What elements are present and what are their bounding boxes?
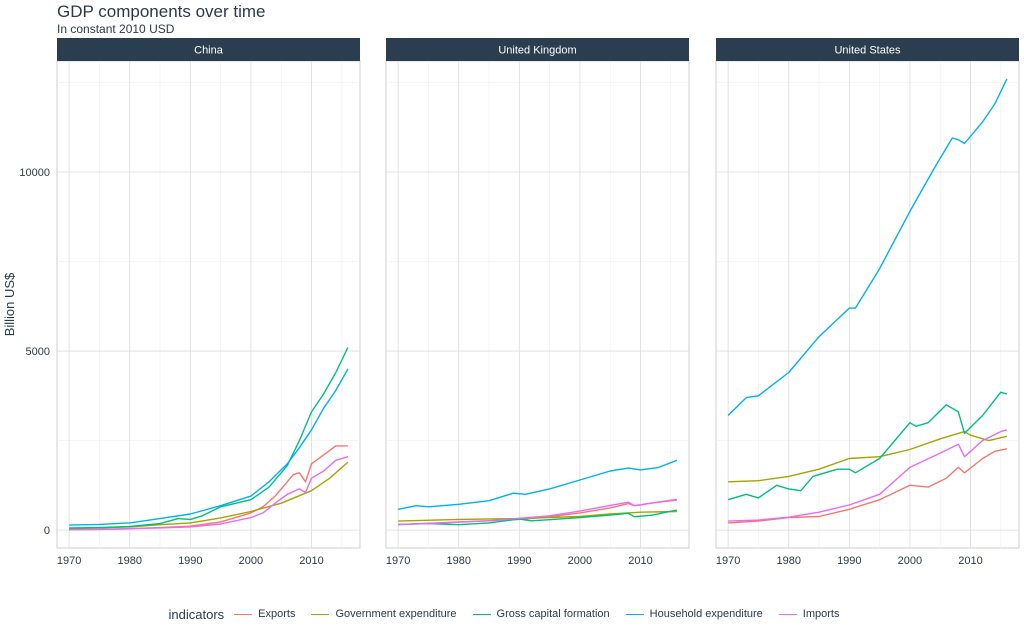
legend-label-government-expenditure: Government expenditure xyxy=(335,608,457,620)
x-tick-label: 2010 xyxy=(299,555,323,567)
legend-label-household-expenditure: Household expenditure xyxy=(649,608,763,620)
legend-swatch-household-expenditure xyxy=(625,613,644,615)
series-line-household-expenditure xyxy=(397,459,678,510)
legend-item-exports: Exports xyxy=(234,608,295,620)
y-tick-label: 5000 xyxy=(26,346,50,358)
series-line-imports xyxy=(398,499,677,526)
legend-item-imports: Imports xyxy=(778,608,840,620)
chart-subtitle: In constant 2010 USD xyxy=(57,22,175,36)
facet-strip xyxy=(716,38,1019,61)
facet-strip-label: United States xyxy=(834,45,901,57)
legend-title: indicators xyxy=(168,606,225,622)
series-line-household-expenditure xyxy=(727,78,1008,416)
series-line-government-expenditure xyxy=(398,510,677,522)
legend-swatch-gross-capital-formation xyxy=(472,613,491,615)
legend-item-gross-capital-formation: Gross capital formation xyxy=(472,608,610,620)
x-tick-label: 1980 xyxy=(117,555,141,567)
facet-strip-label: United Kingdom xyxy=(498,45,576,57)
facet-strip xyxy=(57,38,360,61)
panel-border xyxy=(56,60,361,549)
legend-item-government-expenditure: Government expenditure xyxy=(311,608,457,620)
series-line-gross-capital-formation xyxy=(398,509,678,526)
x-tick-label: 2010 xyxy=(628,555,652,567)
legend: indicators Exports Government expenditur… xyxy=(0,604,1024,624)
y-tick-label: 10000 xyxy=(19,167,50,179)
x-tick-label: 1990 xyxy=(178,555,202,567)
y-axis-title: Billion US$ xyxy=(2,272,17,336)
legend-swatch-imports xyxy=(778,613,797,615)
facet-strip xyxy=(386,38,689,61)
x-tick-label: 1990 xyxy=(507,555,531,567)
series-line-exports xyxy=(728,448,1008,524)
legend-swatch-government-expenditure xyxy=(311,613,330,615)
y-tick-label: 0 xyxy=(44,525,50,537)
x-tick-label: 1970 xyxy=(57,555,81,567)
legend-swatch-exports xyxy=(234,613,253,615)
x-tick-label: 2010 xyxy=(958,555,982,567)
series-line-household-expenditure xyxy=(69,368,349,526)
legend-label-imports: Imports xyxy=(802,608,840,620)
x-tick-label: 1990 xyxy=(837,555,861,567)
legend-item-household-expenditure: Household expenditure xyxy=(625,608,763,620)
panel-border xyxy=(715,60,1020,549)
series-line-gross-capital-formation xyxy=(727,391,1008,501)
series-line-gross-capital-formation xyxy=(69,347,349,529)
chart-title: GDP components over time xyxy=(57,2,266,21)
series-line-imports xyxy=(728,429,1008,522)
legend-label-exports: Exports xyxy=(258,608,296,620)
faceted-line-chart: Billion US$ 0 5000 10000 China 1970 1980 1990 20… xyxy=(2,38,1020,567)
x-tick-label: 2000 xyxy=(568,555,592,567)
x-tick-label: 2000 xyxy=(239,555,263,567)
x-tick-label: 1980 xyxy=(446,555,470,567)
series-line-imports xyxy=(69,456,349,531)
legend-label-gross-capital-formation: Gross capital formation xyxy=(496,608,610,620)
facet-strip-label: China xyxy=(194,45,224,57)
x-tick-label: 1970 xyxy=(716,555,740,567)
x-tick-label: 2000 xyxy=(898,555,922,567)
x-tick-label: 1970 xyxy=(386,555,410,567)
series-line-government-expenditure xyxy=(728,430,1008,483)
x-tick-label: 1980 xyxy=(776,555,800,567)
panel-border xyxy=(385,60,690,549)
